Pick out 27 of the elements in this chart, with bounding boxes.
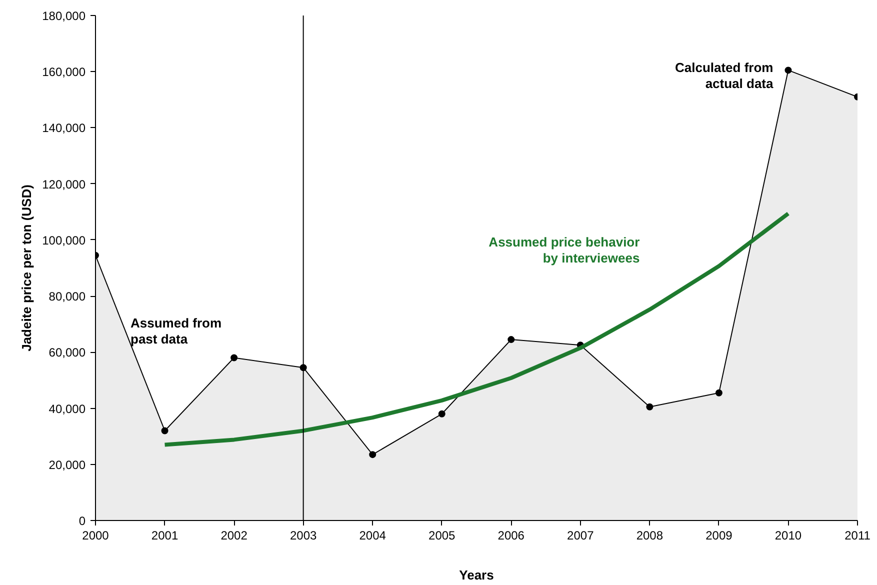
x-tick-label: 2010 xyxy=(774,528,802,542)
y-tick-label: 0 xyxy=(78,514,86,528)
y-tick-label: 80,000 xyxy=(48,290,86,304)
x-tick-label: 2007 xyxy=(567,528,594,542)
y-tick-label: 120,000 xyxy=(42,177,86,192)
x-axis-title: Years xyxy=(459,568,494,582)
y-tick-label: 100,000 xyxy=(42,233,86,248)
x-tick-label: 2008 xyxy=(636,528,664,542)
x-tick-label: 2001 xyxy=(151,528,178,542)
x-tick-label: 2009 xyxy=(706,528,733,542)
annotation: Assumed from past data xyxy=(130,315,222,346)
x-tick-label: 2003 xyxy=(290,528,317,542)
y-tick-label: 140,000 xyxy=(42,121,86,136)
x-tick-label: 2011 xyxy=(844,528,871,542)
y-tick-label: 180,000 xyxy=(42,9,86,23)
text: Assumed price behavior by interviewees xyxy=(488,234,640,266)
x-tick-label: 2000 xyxy=(82,528,110,542)
x-tick-label: 2005 xyxy=(428,528,456,542)
y-tick-label: 20,000 xyxy=(48,458,86,472)
x-tick-label: 2002 xyxy=(220,528,248,542)
x-tick-label: 2006 xyxy=(498,528,525,542)
y-tick-label: 160,000 xyxy=(42,65,86,80)
y-tick-label: 60,000 xyxy=(48,346,86,360)
annotation: Calculated from actual data xyxy=(674,60,774,92)
x-tick-label: 2004 xyxy=(359,528,386,542)
y-axis-title: Jadeite price per ton (USD) xyxy=(19,184,34,352)
y-tick-label: 40,000 xyxy=(48,402,86,416)
